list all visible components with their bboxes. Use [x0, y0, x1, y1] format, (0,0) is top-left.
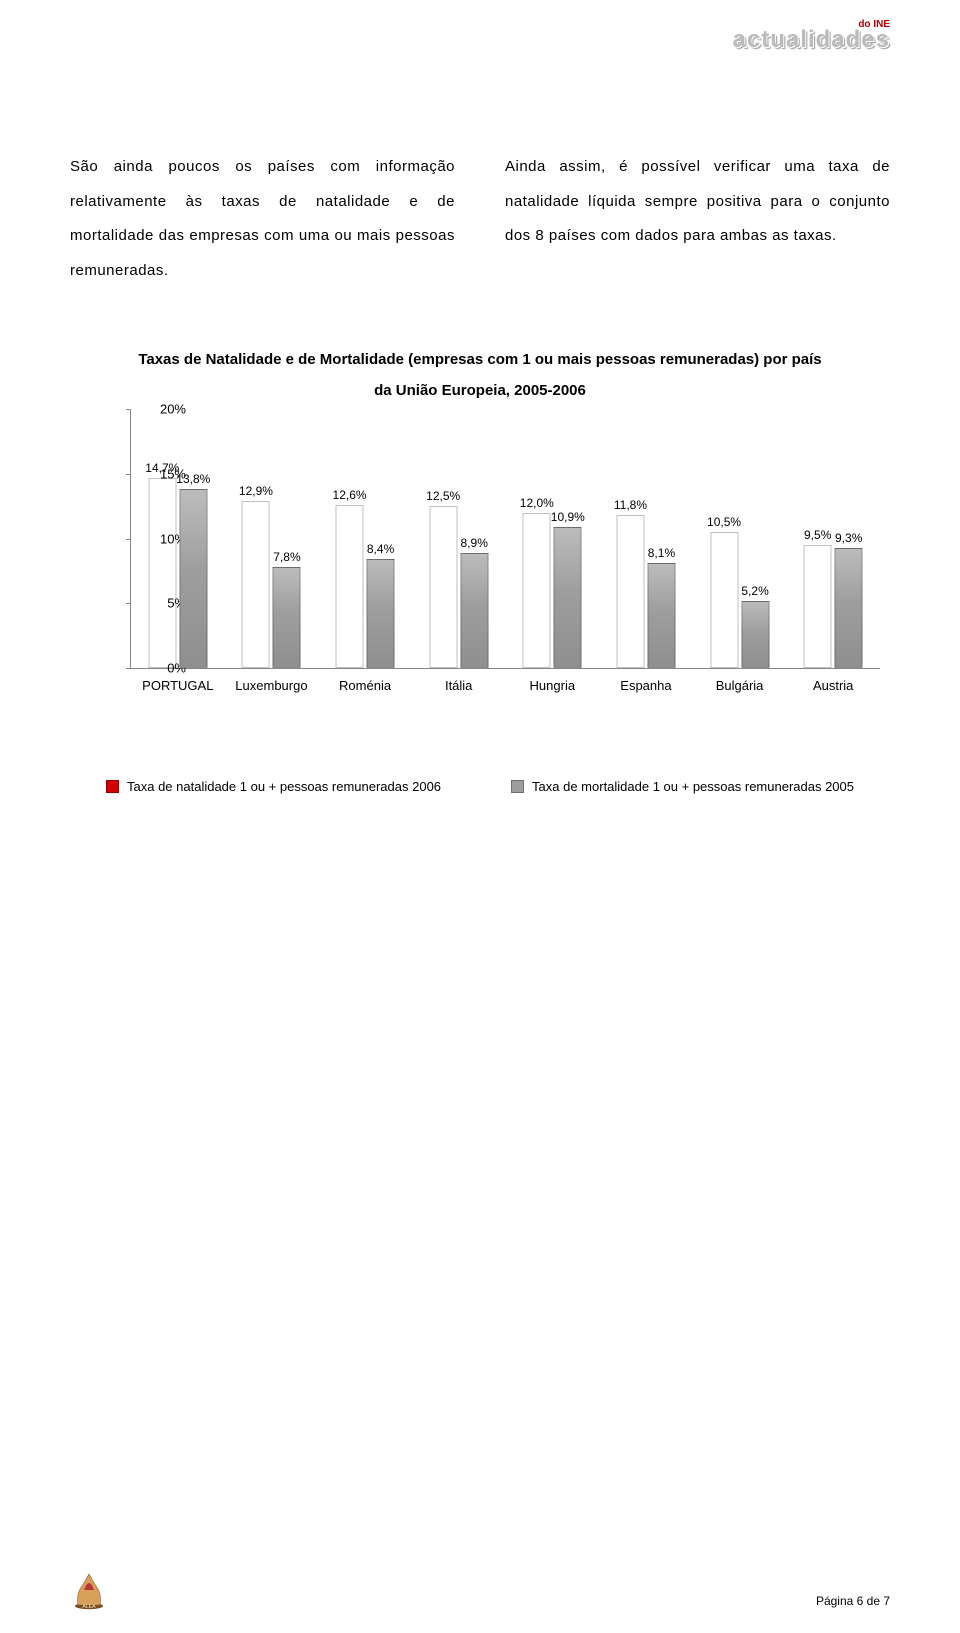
bar-group: 12,6%8,4%	[336, 409, 395, 668]
footer-alea-icon: ALEA	[70, 1566, 108, 1608]
legend: Taxa de natalidade 1 ou + pessoas remune…	[70, 779, 890, 794]
header-logo: do INE actualidades	[733, 20, 890, 52]
svg-text:ALEA: ALEA	[82, 1604, 96, 1610]
bar-mortalidade: 7,8%	[273, 567, 301, 668]
x-axis-label: Bulgária	[716, 678, 764, 693]
x-axis-label: Austria	[813, 678, 853, 693]
bar-value-label: 12,0%	[520, 496, 554, 510]
bar-mortalidade: 10,9%	[554, 527, 582, 668]
bar-group: 10,5%5,2%	[710, 409, 769, 668]
bar-group: 11,8%8,1%	[616, 409, 675, 668]
chart: 0%5%10%15%20%14,7%13,8%PORTUGAL12,9%7,8%…	[70, 409, 890, 769]
bar-mortalidade: 8,1%	[647, 563, 675, 668]
bar-value-label: 10,5%	[707, 515, 741, 529]
bar-value-label: 8,4%	[367, 542, 394, 556]
bar-group: 12,9%7,8%	[242, 409, 301, 668]
bar-natalidade: 12,6%	[336, 505, 364, 668]
bar-group: 12,5%8,9%	[429, 409, 488, 668]
bar-mortalidade: 5,2%	[741, 601, 769, 668]
x-axis-label: PORTUGAL	[142, 678, 213, 693]
paragraph-right: Ainda assim, é possível verificar uma ta…	[505, 150, 890, 288]
bar-value-label: 8,1%	[648, 546, 675, 560]
bar-natalidade: 14,7%	[148, 478, 176, 668]
bar-value-label: 12,9%	[239, 484, 273, 498]
x-axis-label: Luxemburgo	[235, 678, 307, 693]
y-axis-tick	[126, 409, 131, 410]
bar-natalidade: 9,5%	[804, 545, 832, 668]
legend-label-mortalidade: Taxa de mortalidade 1 ou + pessoas remun…	[532, 779, 854, 794]
y-axis-tick	[126, 539, 131, 540]
bar-value-label: 11,8%	[614, 498, 647, 512]
page: do INE actualidades São ainda poucos os …	[0, 0, 960, 1633]
chart-section: Taxas de Natalidade e de Mortalidade (em…	[70, 348, 890, 794]
bar-value-label: 5,2%	[741, 584, 768, 598]
bar-natalidade: 10,5%	[710, 532, 738, 668]
bar-mortalidade: 13,8%	[179, 489, 207, 668]
legend-label-natalidade: Taxa de natalidade 1 ou + pessoas remune…	[127, 779, 441, 794]
bar-value-label: 10,9%	[551, 510, 585, 524]
legend-item-mortalidade: Taxa de mortalidade 1 ou + pessoas remun…	[511, 779, 854, 794]
bar-value-label: 12,6%	[333, 488, 367, 502]
bar-group: 12,0%10,9%	[523, 409, 582, 668]
legend-swatch-grey	[511, 780, 524, 793]
bar-group: 14,7%13,8%	[148, 409, 207, 668]
y-axis-tick	[126, 603, 131, 604]
bar-value-label: 8,9%	[461, 536, 488, 550]
footer: ALEA Página 6 de 7	[70, 1566, 890, 1608]
bar-value-label: 13,8%	[176, 472, 210, 486]
body-text-columns: São ainda poucos os países com informaçã…	[70, 150, 890, 288]
x-axis-label: Itália	[445, 678, 472, 693]
legend-swatch-red	[106, 780, 119, 793]
x-axis-label: Espanha	[620, 678, 671, 693]
x-axis-label: Roménia	[339, 678, 391, 693]
chart-title: Taxas de Natalidade e de Mortalidade (em…	[70, 348, 890, 372]
bar-value-label: 7,8%	[273, 550, 300, 564]
bar-group: 9,5%9,3%	[804, 409, 863, 668]
bar-value-label: 12,5%	[426, 489, 460, 503]
bar-value-label: 9,3%	[835, 531, 862, 545]
plot-area: 0%5%10%15%20%14,7%13,8%PORTUGAL12,9%7,8%…	[130, 409, 880, 669]
bar-mortalidade: 8,9%	[460, 553, 488, 668]
paragraph-left: São ainda poucos os países com informaçã…	[70, 150, 455, 288]
legend-item-natalidade: Taxa de natalidade 1 ou + pessoas remune…	[106, 779, 441, 794]
bar-natalidade: 11,8%	[616, 515, 644, 668]
bar-natalidade: 12,9%	[242, 501, 270, 668]
bar-value-label: 9,5%	[804, 528, 831, 542]
logo-title: actualidades	[733, 28, 890, 52]
y-axis-tick	[126, 474, 131, 475]
y-axis-tick	[126, 668, 131, 669]
bar-natalidade: 12,0%	[523, 513, 551, 668]
bar-mortalidade: 8,4%	[367, 559, 395, 668]
chart-subtitle: da União Europeia, 2005-2006	[70, 382, 890, 399]
page-number: Página 6 de 7	[816, 1594, 890, 1608]
bar-value-label: 14,7%	[145, 461, 179, 475]
bar-mortalidade: 9,3%	[835, 548, 863, 668]
x-axis-label: Hungria	[530, 678, 576, 693]
bar-natalidade: 12,5%	[429, 506, 457, 668]
